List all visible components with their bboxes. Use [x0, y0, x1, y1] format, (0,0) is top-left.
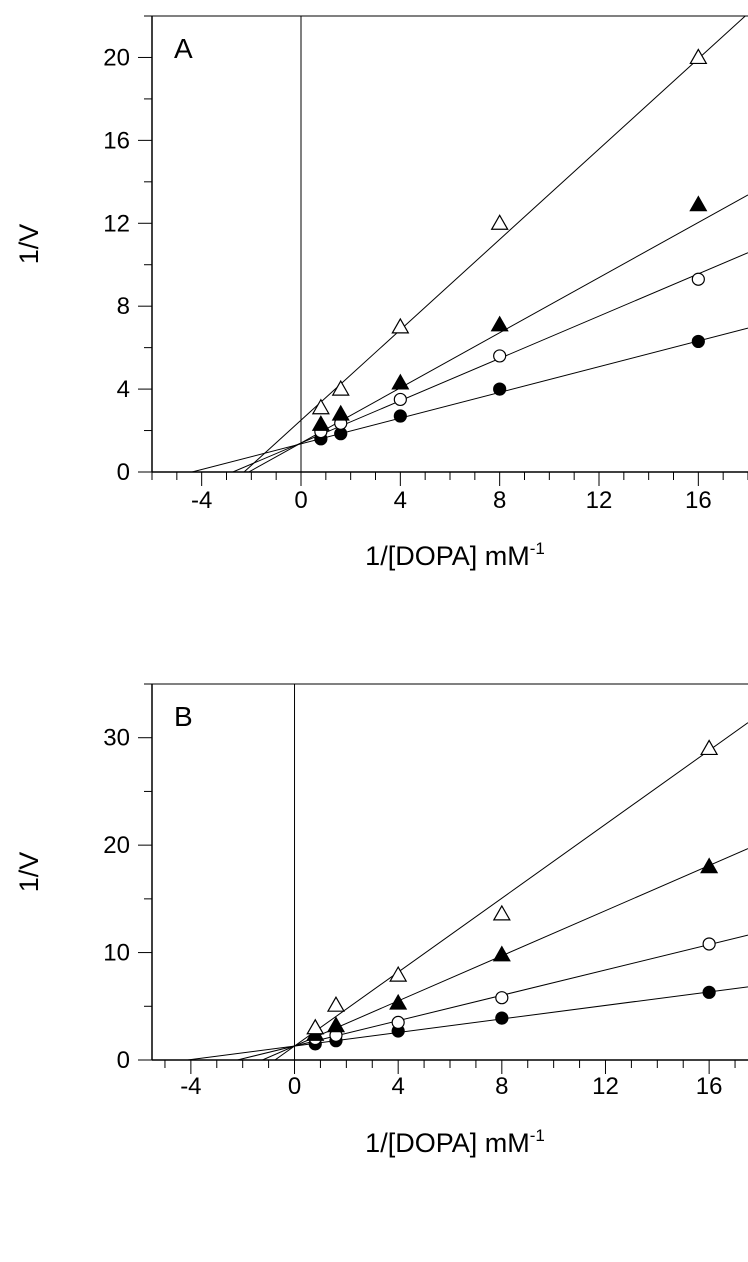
- data-point-series-3: [490, 214, 509, 230]
- x-tick-label: 0: [288, 1073, 301, 1100]
- data-point-series-1: [391, 1015, 405, 1030]
- y-tick-label: 8: [117, 293, 130, 320]
- data-point-series-1: [393, 392, 407, 407]
- data-point-series-3: [331, 379, 350, 396]
- data-point-series-1: [495, 991, 509, 1005]
- fit-line-series-3: [243, 16, 747, 472]
- x-axis-title: 1/[DOPA] mM-1: [365, 539, 545, 571]
- data-point-series-2: [331, 404, 350, 421]
- x-tick-label: -4: [180, 1073, 201, 1100]
- data-point-series-3: [492, 904, 511, 921]
- y-tick-label: 20: [103, 832, 130, 859]
- data-point-series-0: [493, 382, 507, 396]
- x-tick-label: 8: [493, 487, 506, 514]
- panel-label: B: [174, 701, 193, 732]
- x-tick-label: 16: [685, 487, 712, 514]
- fit-line-series-1: [232, 252, 748, 472]
- data-point-series-1: [691, 272, 705, 286]
- data-point-series-2: [326, 1016, 346, 1033]
- data-point-series-3: [326, 996, 346, 1012]
- panel-label: A: [174, 33, 193, 64]
- x-axis-title: 1/[DOPA] mM-1: [365, 1126, 545, 1158]
- fit-line-series-3: [274, 722, 748, 1060]
- data-point-series-1: [702, 937, 716, 951]
- panel-a: -4 0 4 8 12 16 0 4 8 12 16 20 A 1/[DOPA] mM-1 1/V: [14, 15, 748, 571]
- y-tick-label: 0: [117, 1047, 130, 1074]
- data-point-series-1: [493, 349, 507, 363]
- fit-line-series-0: [191, 327, 748, 472]
- data-point-series-3: [389, 965, 408, 982]
- x-tick-label: 4: [391, 1073, 404, 1100]
- data-point-series-2: [490, 315, 509, 332]
- y-tick-label: 30: [103, 725, 130, 752]
- y-tick-label: 10: [103, 940, 130, 967]
- data-point-series-0: [495, 1011, 509, 1025]
- y-tick-label: 12: [103, 210, 130, 237]
- x-tick-label: 12: [586, 487, 613, 514]
- x-tick-label: 0: [294, 487, 307, 514]
- x-tick-label: -4: [191, 487, 212, 514]
- x-tick-label: 8: [495, 1073, 508, 1100]
- data-point-series-2: [391, 373, 410, 390]
- y-tick-label: 20: [103, 44, 130, 71]
- y-tick-label: 0: [117, 459, 130, 486]
- data-point-series-2: [689, 195, 708, 212]
- data-point-series-2: [389, 993, 408, 1010]
- y-axis-title: 1/V: [14, 224, 44, 265]
- data-point-series-2: [311, 415, 330, 431]
- data-point-series-0: [393, 409, 407, 423]
- fit-line-series-2: [248, 194, 748, 472]
- data-point-series-3: [306, 1018, 325, 1035]
- data-point-series-3: [689, 48, 708, 65]
- data-point-series-0: [702, 985, 716, 999]
- data-point-series-2: [492, 945, 511, 962]
- data-point-series-3: [311, 398, 330, 415]
- data-point-series-0: [691, 334, 705, 349]
- x-tick-label: 16: [696, 1073, 723, 1100]
- fit-line-series-0: [187, 986, 748, 1060]
- x-tick-label: 4: [394, 487, 407, 514]
- data-point-series-3: [700, 739, 719, 756]
- data-point-series-3: [391, 317, 410, 334]
- y-tick-label: 16: [103, 127, 130, 154]
- panel-b: -4 0 4 8 12 16 0 10 20 30 B 1/[DOPA] mM-1 1/V: [14, 683, 748, 1158]
- y-axis-title: 1/V: [14, 852, 44, 893]
- y-tick-label: 4: [117, 376, 130, 403]
- x-tick-label: 12: [592, 1073, 619, 1100]
- data-point-series-2: [700, 857, 719, 874]
